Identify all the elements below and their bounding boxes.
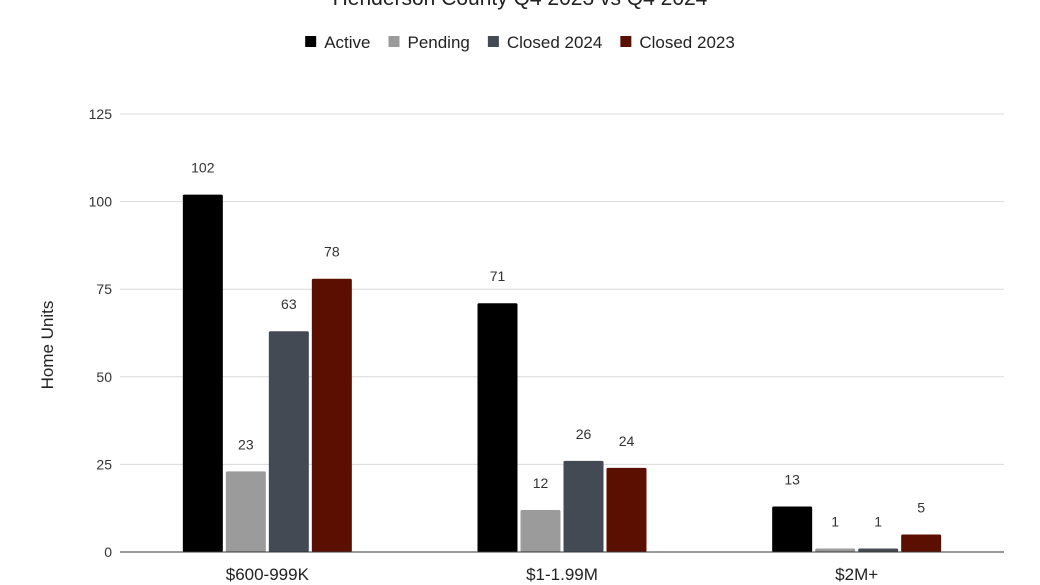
- y-tick-label: 25: [96, 456, 112, 472]
- legend-label: Closed 2024: [507, 33, 602, 52]
- bar-closed-2024: [858, 548, 899, 552]
- y-axis-title: Home Units: [38, 301, 57, 390]
- gridlines: [120, 113, 1004, 465]
- bar-closed-2024: [563, 460, 604, 552]
- bar-active: [182, 194, 223, 553]
- y-tick-label: 0: [104, 544, 112, 560]
- data-label: 1: [831, 513, 839, 529]
- legend-swatch: [487, 36, 499, 47]
- data-label: 63: [281, 296, 297, 312]
- bar-active: [477, 303, 518, 552]
- data-label: 5: [917, 499, 925, 515]
- bar-closed-2023: [606, 467, 647, 552]
- bar-pending: [225, 471, 266, 552]
- y-axis-ticks: 0 25 50 75 100 125: [89, 106, 113, 560]
- data-label: 23: [238, 436, 254, 452]
- data-label: 26: [576, 426, 592, 442]
- data-label: 71: [490, 268, 506, 284]
- y-tick-label: 75: [96, 281, 112, 297]
- bar-closed-2023: [311, 278, 352, 552]
- bar-pending: [520, 509, 561, 552]
- legend-swatch: [620, 36, 632, 47]
- bar-closed-2023: [901, 534, 942, 552]
- x-axis-categories: $600-999K $1-1.99M $2M+: [226, 565, 878, 584]
- data-label: 1: [874, 513, 882, 529]
- x-category-label: $1-1.99M: [526, 565, 598, 584]
- legend: Active Pending Closed 2024 Closed 2023: [305, 33, 735, 52]
- data-labels: 102 23 63 78 71 12 26 24 13 1 1 5: [191, 160, 925, 530]
- legend-label: Pending: [407, 33, 469, 52]
- y-tick-label: 50: [96, 369, 112, 385]
- y-tick-label: 100: [89, 194, 113, 210]
- data-label: 102: [191, 160, 215, 176]
- bar-pending: [815, 548, 856, 552]
- bar-active: [772, 506, 813, 552]
- data-label: 24: [619, 433, 635, 449]
- legend-swatch: [305, 36, 317, 47]
- legend-label: Active: [324, 33, 370, 52]
- x-category-label: $2M+: [835, 565, 878, 584]
- y-tick-label: 125: [89, 106, 113, 122]
- data-label: 12: [533, 475, 549, 491]
- data-label: 13: [784, 471, 800, 487]
- bar-closed-2024: [268, 331, 309, 552]
- bars: [182, 194, 942, 553]
- legend-swatch: [388, 36, 400, 47]
- data-label: 78: [324, 244, 340, 260]
- legend-label: Closed 2023: [639, 33, 734, 52]
- x-category-label: $600-999K: [226, 565, 310, 584]
- chart-title: Henderson County Q4 2023 vs Q4 2024: [333, 0, 708, 10]
